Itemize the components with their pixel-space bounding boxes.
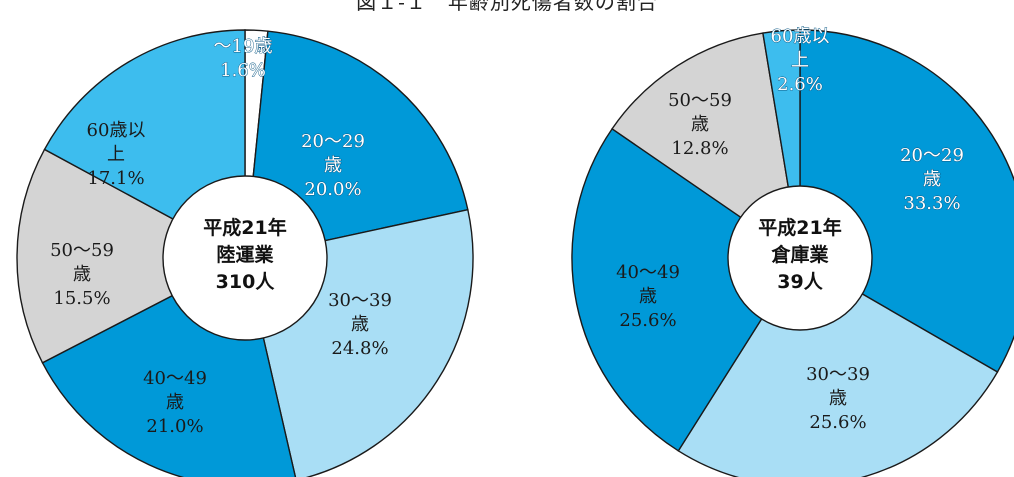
slice-label-a40: 40～49 歳 25.6%	[616, 262, 680, 331]
slice-label-a40: 40～49 歳 21.0%	[143, 368, 207, 437]
slice-label-a20: 20～29 歳 20.0%	[301, 131, 365, 200]
pie-slice-a50	[16, 148, 247, 364]
pie-chart-1: ～19歳 1.6% 20～29 歳 20.0% 30～39 歳 24.8% 40～49 歳 21.0…	[16, 29, 474, 477]
center-hole	[162, 175, 328, 341]
slice-label-a50: 50～59 歳 12.8%	[668, 90, 732, 159]
slice-label-u19: ～19歳 1.6%	[214, 36, 273, 81]
pie-slice-a30	[677, 257, 999, 477]
slice-label-a60: 60歳以上 17.1%	[87, 120, 146, 189]
pie-slice-a50	[611, 32, 801, 260]
figure-title: 図１-１ 年齢別死傷者数の割合	[356, 0, 658, 14]
slice-label-a30: 30～39 歳 24.8%	[328, 290, 392, 359]
slice-label-a30: 30～39 歳 25.6%	[806, 364, 870, 433]
pie-chart-2: 20～29 歳 33.3% 30～39 歳 25.6% 40～49 歳 25.6% 50～59 歳 1…	[571, 26, 1014, 477]
pie-slice-a40	[571, 127, 801, 452]
slice-label-a60: 60歳以上 2.6%	[771, 26, 830, 95]
slice-label-a20: 20～29 歳 33.3%	[900, 145, 964, 214]
center-label: 平成21年倉庫業 39人	[758, 216, 841, 293]
center-hole	[727, 185, 873, 331]
slice-label-a50: 50～59 歳 15.5%	[50, 240, 114, 309]
center-label: 平成21年陸運業 310人	[203, 216, 286, 293]
